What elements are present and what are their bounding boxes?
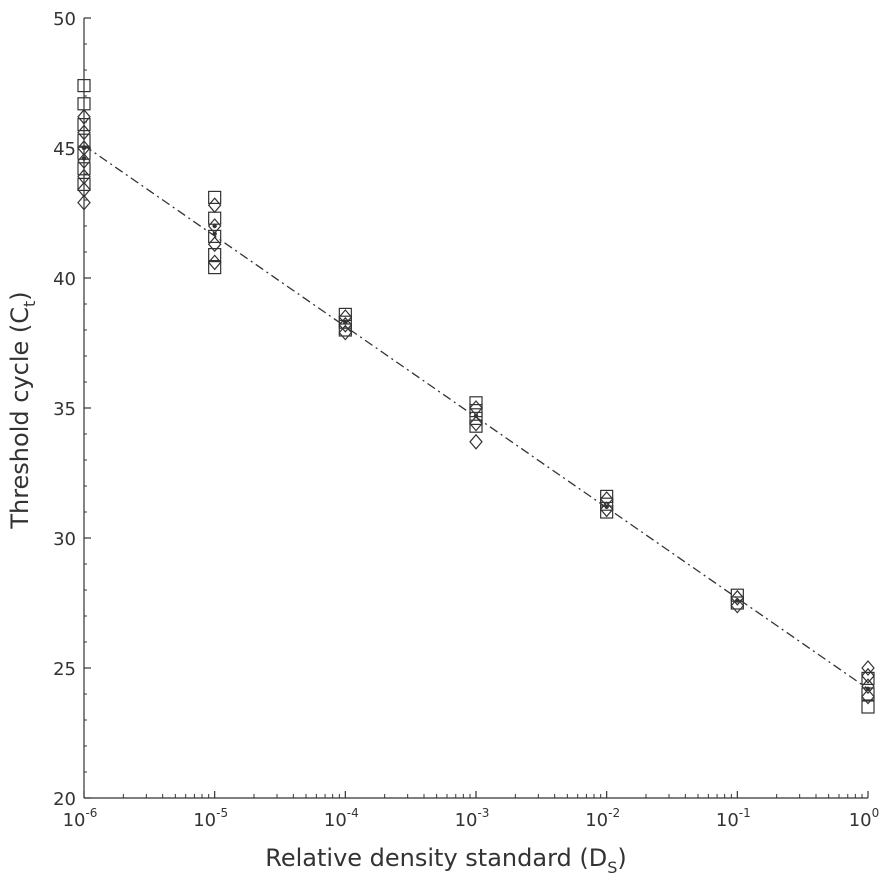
x-axis-label-main: Relative density standard (D	[265, 844, 607, 872]
y-tick-label: 30	[53, 529, 76, 550]
x-tick-label-exponent: -6	[85, 806, 97, 820]
x-tick-label: 10-4	[324, 806, 359, 831]
data-point-diamond	[207, 236, 222, 253]
x-tick-label: 10-2	[585, 806, 620, 831]
x-tick-label-exponent: -4	[347, 806, 359, 820]
y-tick-label: 50	[53, 9, 76, 30]
y-tick-label: 25	[53, 659, 76, 680]
x-tick-label-base: 10	[716, 810, 739, 831]
data-point-diamond	[861, 678, 875, 695]
y-axis-label-close: )	[6, 291, 34, 300]
data-point-diamond	[730, 589, 745, 606]
data-point-square	[730, 596, 744, 610]
x-tick-label-base: 10	[324, 810, 347, 831]
data-point-square	[208, 190, 222, 204]
data-point-diamond	[207, 197, 222, 214]
data-point-dot	[212, 231, 217, 236]
data-point-diamond	[861, 660, 875, 676]
data-point-square	[208, 229, 222, 243]
y-tick-label: 45	[53, 139, 76, 160]
x-tick-label-base: 10	[193, 810, 216, 831]
data-point-diamond	[338, 324, 353, 341]
x-tick-label-exponent: -5	[216, 806, 228, 820]
data-point-square	[861, 671, 875, 686]
data-point-diamond	[338, 316, 353, 333]
data-point-square	[208, 248, 222, 262]
x-tick-label-base: 10	[63, 810, 86, 831]
y-axis-label-main: Threshold cycle (C	[6, 307, 34, 530]
x-tick-label: 10-1	[716, 806, 751, 831]
data-point-square	[469, 419, 483, 433]
data-point-diamond	[469, 415, 483, 432]
y-tick-label: 40	[53, 269, 76, 290]
data-point-diamond	[599, 491, 614, 507]
data-point-square	[469, 411, 483, 425]
y-tick-label: 35	[53, 399, 76, 420]
data-point-dot	[212, 223, 217, 229]
data-point-square	[861, 700, 875, 714]
y-axis-label-sub: t	[20, 301, 39, 307]
y-axis-label: Threshold cycle (Ct)	[6, 291, 39, 529]
data-point-dot	[865, 686, 871, 691]
x-axis-label-close: )	[617, 844, 626, 872]
data-point-diamond	[207, 254, 222, 271]
data-point-diamond	[599, 501, 614, 518]
data-point-dot	[604, 504, 609, 509]
data-point-dot	[343, 320, 348, 325]
data-point-square	[600, 497, 614, 511]
data-point-diamond	[861, 688, 875, 705]
x-tick-label-exponent: 0	[872, 806, 880, 820]
data-point-diamond	[730, 597, 745, 614]
data-point-dot	[735, 598, 740, 603]
x-tick-label-base: 10	[585, 810, 608, 831]
data-point-square	[469, 396, 483, 410]
x-tick-label-base: 10	[849, 810, 872, 831]
x-tick-label-exponent: -2	[608, 806, 620, 820]
x-axis-label: Relative density standard (DS)	[265, 844, 627, 877]
data-point-diamond	[469, 433, 483, 450]
data-point-diamond	[861, 667, 875, 684]
x-axis-label-sub: S	[607, 858, 617, 877]
data-point-square	[338, 315, 352, 329]
data-points-layer	[77, 78, 875, 714]
x-tick-label: 100	[849, 806, 880, 831]
x-tick-label: 10-3	[455, 806, 490, 831]
x-tick-label: 10-5	[193, 806, 228, 831]
x-tick-label: 10-6	[63, 806, 98, 831]
x-tick-label-exponent: -3	[477, 806, 489, 820]
data-point-square	[208, 261, 222, 275]
data-point-dot	[473, 413, 479, 418]
y-tick-label: 20	[53, 789, 76, 810]
x-tick-label-exponent: -1	[739, 806, 751, 820]
x-tick-label-base: 10	[455, 810, 478, 831]
